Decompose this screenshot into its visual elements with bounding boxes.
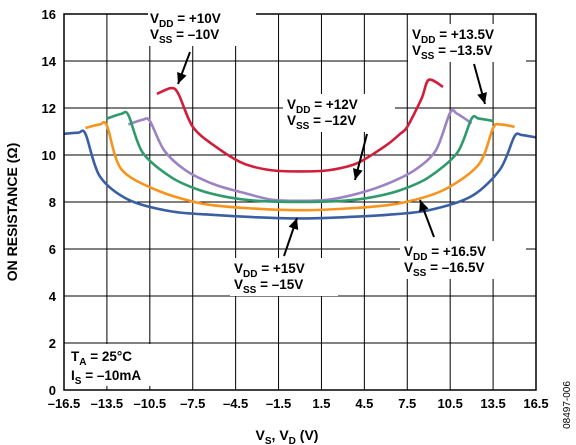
annotation-arrow-head [477,92,487,104]
annotation-arrow-head [288,218,299,231]
x-tick-label: 4.5 [355,396,373,411]
x-tick-label: 1.5 [312,396,330,411]
y-axis-title: ON RESISTANCE (Ω) [4,143,20,282]
y-tick-label: 4 [49,289,57,304]
x-tick-label: –10.5 [134,396,167,411]
x-tick-label: –13.5 [91,396,124,411]
series-line-2 [106,110,494,204]
y-tick-label: 2 [49,336,56,351]
series-line-3 [85,120,515,212]
annotation-arrow-head [352,168,363,180]
y-tick-label: 16 [42,7,56,22]
series-lines [63,78,537,220]
y-tick-label: 0 [49,383,56,398]
y-tick-label: 8 [49,195,56,210]
svg-text:IS = –10mA: IS = –10mA [71,368,141,387]
x-tick-label: –4.5 [223,396,248,411]
y-tick-labels: 0 2 4 6 8 10 12 14 16 [42,7,57,398]
annotation-bg [230,258,338,296]
series-line-4 [63,129,537,220]
x-tick-labels: –16.5 –13.5 –10.5 –7.5 –4.5 –1.5 1.5 4.5 7.5 10.5… [48,396,549,411]
x-axis-title: VS, VD (V) [256,427,319,445]
y-tick-label: 12 [42,101,56,116]
x-tick-label: 13.5 [480,396,505,411]
y-tick-label: 14 [42,54,57,69]
x-tick-label: 7.5 [398,396,416,411]
plot-frame [63,13,537,391]
annotation-arrow-head [177,71,187,84]
x-tick-label: –16.5 [48,396,81,411]
annotation-vdd: VDD = +13.5V [412,27,494,46]
conditions-box: TA = 25°C IS = –10mA [68,344,166,387]
svg-text:TA = 25°C: TA = 25°C [71,349,132,368]
series-line-0 [156,78,444,173]
x-tick-label: 16.5 [523,396,548,411]
annotation-bg [408,24,526,62]
annotation-bg [283,94,395,132]
x-tick-label: 10.5 [438,396,463,411]
x-tick-label: –7.5 [180,396,205,411]
annotation-bg [400,241,526,279]
annotation-arrow-head [419,200,429,213]
figure-id: 08497-006 [562,381,573,429]
y-tick-label: 10 [42,148,56,163]
annotation-bg [148,8,256,46]
annotation-vss: VSS = –16.5V [404,260,485,279]
y-tick-label: 6 [49,242,56,257]
x-tick-label: –1.5 [266,396,291,411]
